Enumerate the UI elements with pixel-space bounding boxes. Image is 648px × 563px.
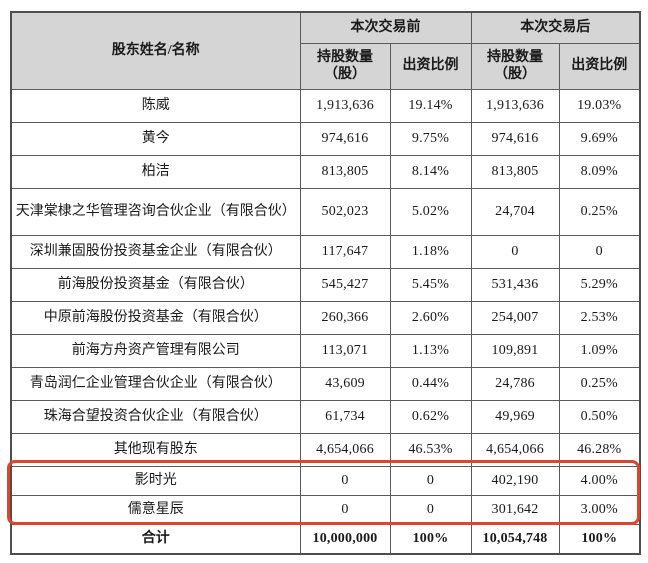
after-ratio-cell: 0 [558, 234, 641, 269]
shareholder-name-cell: 影时光 [10, 465, 301, 496]
after-ratio-cell: 9.69% [558, 121, 641, 156]
after-shares-cell: 402,190 [470, 465, 560, 496]
column-header-shares-before: 持股数量 （股） [299, 42, 391, 90]
before-ratio-cell: 5.45% [389, 267, 472, 302]
after-shares-cell: 974,616 [470, 121, 560, 156]
after-shares-cell: 813,805 [470, 154, 560, 189]
after-ratio-cell: 0.25% [558, 366, 641, 401]
before-ratio-cell: 1.18% [389, 234, 472, 269]
table-row-total: 合计 10,000,000 100% 10,054,748 100% [10, 523, 641, 555]
shareholder-name-cell: 儒意星辰 [10, 494, 301, 525]
table-row: 前海股份投资基金（有限合伙） 545,427 5.45% 531,436 5.2… [10, 267, 641, 302]
shareholder-name-cell: 中原前海股份投资基金（有限合伙） [10, 300, 301, 335]
before-shares-cell: 117,647 [299, 234, 391, 269]
shareholder-name-cell: 黄今 [10, 121, 301, 156]
after-ratio-cell: 5.29% [558, 267, 641, 302]
column-header-ratio-before: 出资比例 [389, 42, 472, 90]
shareholder-name-cell: 青岛润仁企业管理合伙企业（有限合伙） [10, 366, 301, 401]
after-shares-cell: 254,007 [470, 300, 560, 335]
shareholder-name-cell: 柏洁 [10, 154, 301, 189]
table-row: 珠海合望投资合伙企业（有限合伙） 61,734 0.62% 49,969 0.5… [10, 399, 641, 434]
table-row: 陈威 1,913,636 19.14% 1,913,636 19.03% [10, 88, 641, 123]
column-header-ratio-after: 出资比例 [558, 42, 641, 90]
column-header-shares-after: 持股数量 （股） [470, 42, 560, 90]
before-shares-cell: 4,654,066 [299, 432, 391, 467]
shareholder-table: 股东姓名/名称 本次交易前 本次交易后 持股数量 （股） 出资比例 持股数量 （… [10, 11, 641, 555]
before-ratio-cell: 1.13% [389, 333, 472, 368]
after-shares-cell: 24,704 [470, 187, 560, 236]
shareholder-name-cell: 珠海合望投资合伙企业（有限合伙） [10, 399, 301, 434]
before-shares-cell: 0 [299, 494, 391, 525]
before-ratio-cell: 46.53% [389, 432, 472, 467]
before-ratio-cell: 100% [389, 523, 472, 555]
before-ratio-cell: 0.44% [389, 366, 472, 401]
before-shares-cell: 545,427 [299, 267, 391, 302]
before-shares-cell: 974,616 [299, 121, 391, 156]
table-row: 深圳兼固股份投资基金企业（有限合伙） 117,647 1.18% 0 0 [10, 234, 641, 269]
before-ratio-cell: 2.60% [389, 300, 472, 335]
table-row-highlighted: 儒意星辰 0 0 301,642 3.00% [10, 494, 641, 525]
table-row: 中原前海股份投资基金（有限合伙） 260,366 2.60% 254,007 2… [10, 300, 641, 335]
after-shares-cell: 10,054,748 [470, 523, 560, 555]
before-shares-cell: 260,366 [299, 300, 391, 335]
shareholder-name-cell: 前海股份投资基金（有限合伙） [10, 267, 301, 302]
after-ratio-cell: 19.03% [558, 88, 641, 123]
shareholder-name-cell: 合计 [10, 523, 301, 555]
shareholder-name-cell: 其他现有股东 [10, 432, 301, 467]
after-ratio-cell: 0.50% [558, 399, 641, 434]
after-shares-cell: 0 [470, 234, 560, 269]
before-ratio-cell: 8.14% [389, 154, 472, 189]
before-shares-cell: 0 [299, 465, 391, 496]
table-row: 前海方舟资产管理有限公司 113,071 1.13% 109,891 1.09% [10, 333, 641, 368]
shareholder-name-cell: 前海方舟资产管理有限公司 [10, 333, 301, 368]
after-ratio-cell: 46.28% [558, 432, 641, 467]
before-shares-cell: 502,023 [299, 187, 391, 236]
after-shares-cell: 1,913,636 [470, 88, 560, 123]
after-ratio-cell: 2.53% [558, 300, 641, 335]
before-shares-cell: 61,734 [299, 399, 391, 434]
after-ratio-cell: 1.09% [558, 333, 641, 368]
after-shares-cell: 301,642 [470, 494, 560, 525]
before-ratio-cell: 0 [389, 465, 472, 496]
column-header-shareholder: 股东姓名/名称 [10, 11, 301, 90]
table-row: 天津棠棣之华管理咨询合伙企业（有限合伙） 502,023 5.02% 24,70… [10, 187, 641, 236]
before-ratio-cell: 0.62% [389, 399, 472, 434]
after-ratio-cell: 4.00% [558, 465, 641, 496]
table-header-row-columns: 持股数量 （股） 出资比例 持股数量 （股） 出资比例 [11, 42, 641, 90]
before-shares-cell: 43,609 [299, 366, 391, 401]
before-ratio-cell: 5.02% [389, 187, 472, 236]
after-ratio-cell: 3.00% [558, 494, 641, 525]
table-header-row-groups: 股东姓名/名称 本次交易前 本次交易后 [10, 11, 641, 90]
table-row: 黄今 974,616 9.75% 974,616 9.69% [10, 121, 641, 156]
after-shares-cell: 531,436 [470, 267, 560, 302]
before-shares-cell: 113,071 [299, 333, 391, 368]
before-shares-cell: 1,913,636 [299, 88, 391, 123]
before-shares-cell: 813,805 [299, 154, 391, 189]
table-row: 柏洁 813,805 8.14% 813,805 8.09% [10, 154, 641, 189]
shareholder-name-cell: 天津棠棣之华管理咨询合伙企业（有限合伙） [10, 187, 301, 236]
before-ratio-cell: 0 [389, 494, 472, 525]
after-shares-cell: 49,969 [470, 399, 560, 434]
before-ratio-cell: 9.75% [389, 121, 472, 156]
after-shares-cell: 4,654,066 [470, 432, 560, 467]
shareholder-name-cell: 陈威 [10, 88, 301, 123]
table-row-highlighted: 影时光 0 0 402,190 4.00% [10, 465, 641, 496]
after-ratio-cell: 0.25% [558, 187, 641, 236]
table-row: 其他现有股东 4,654,066 46.53% 4,654,066 46.28% [10, 432, 641, 467]
before-shares-cell: 10,000,000 [299, 523, 391, 555]
after-ratio-cell: 8.09% [558, 154, 641, 189]
table-row: 青岛润仁企业管理合伙企业（有限合伙） 43,609 0.44% 24,786 0… [10, 366, 641, 401]
after-shares-cell: 109,891 [470, 333, 560, 368]
column-group-after: 本次交易后 [470, 11, 641, 44]
column-group-before: 本次交易前 [299, 11, 472, 44]
after-ratio-cell: 100% [558, 523, 641, 555]
after-shares-cell: 24,786 [470, 366, 560, 401]
before-ratio-cell: 19.14% [389, 88, 472, 123]
shareholder-name-cell: 深圳兼固股份投资基金企业（有限合伙） [10, 234, 301, 269]
